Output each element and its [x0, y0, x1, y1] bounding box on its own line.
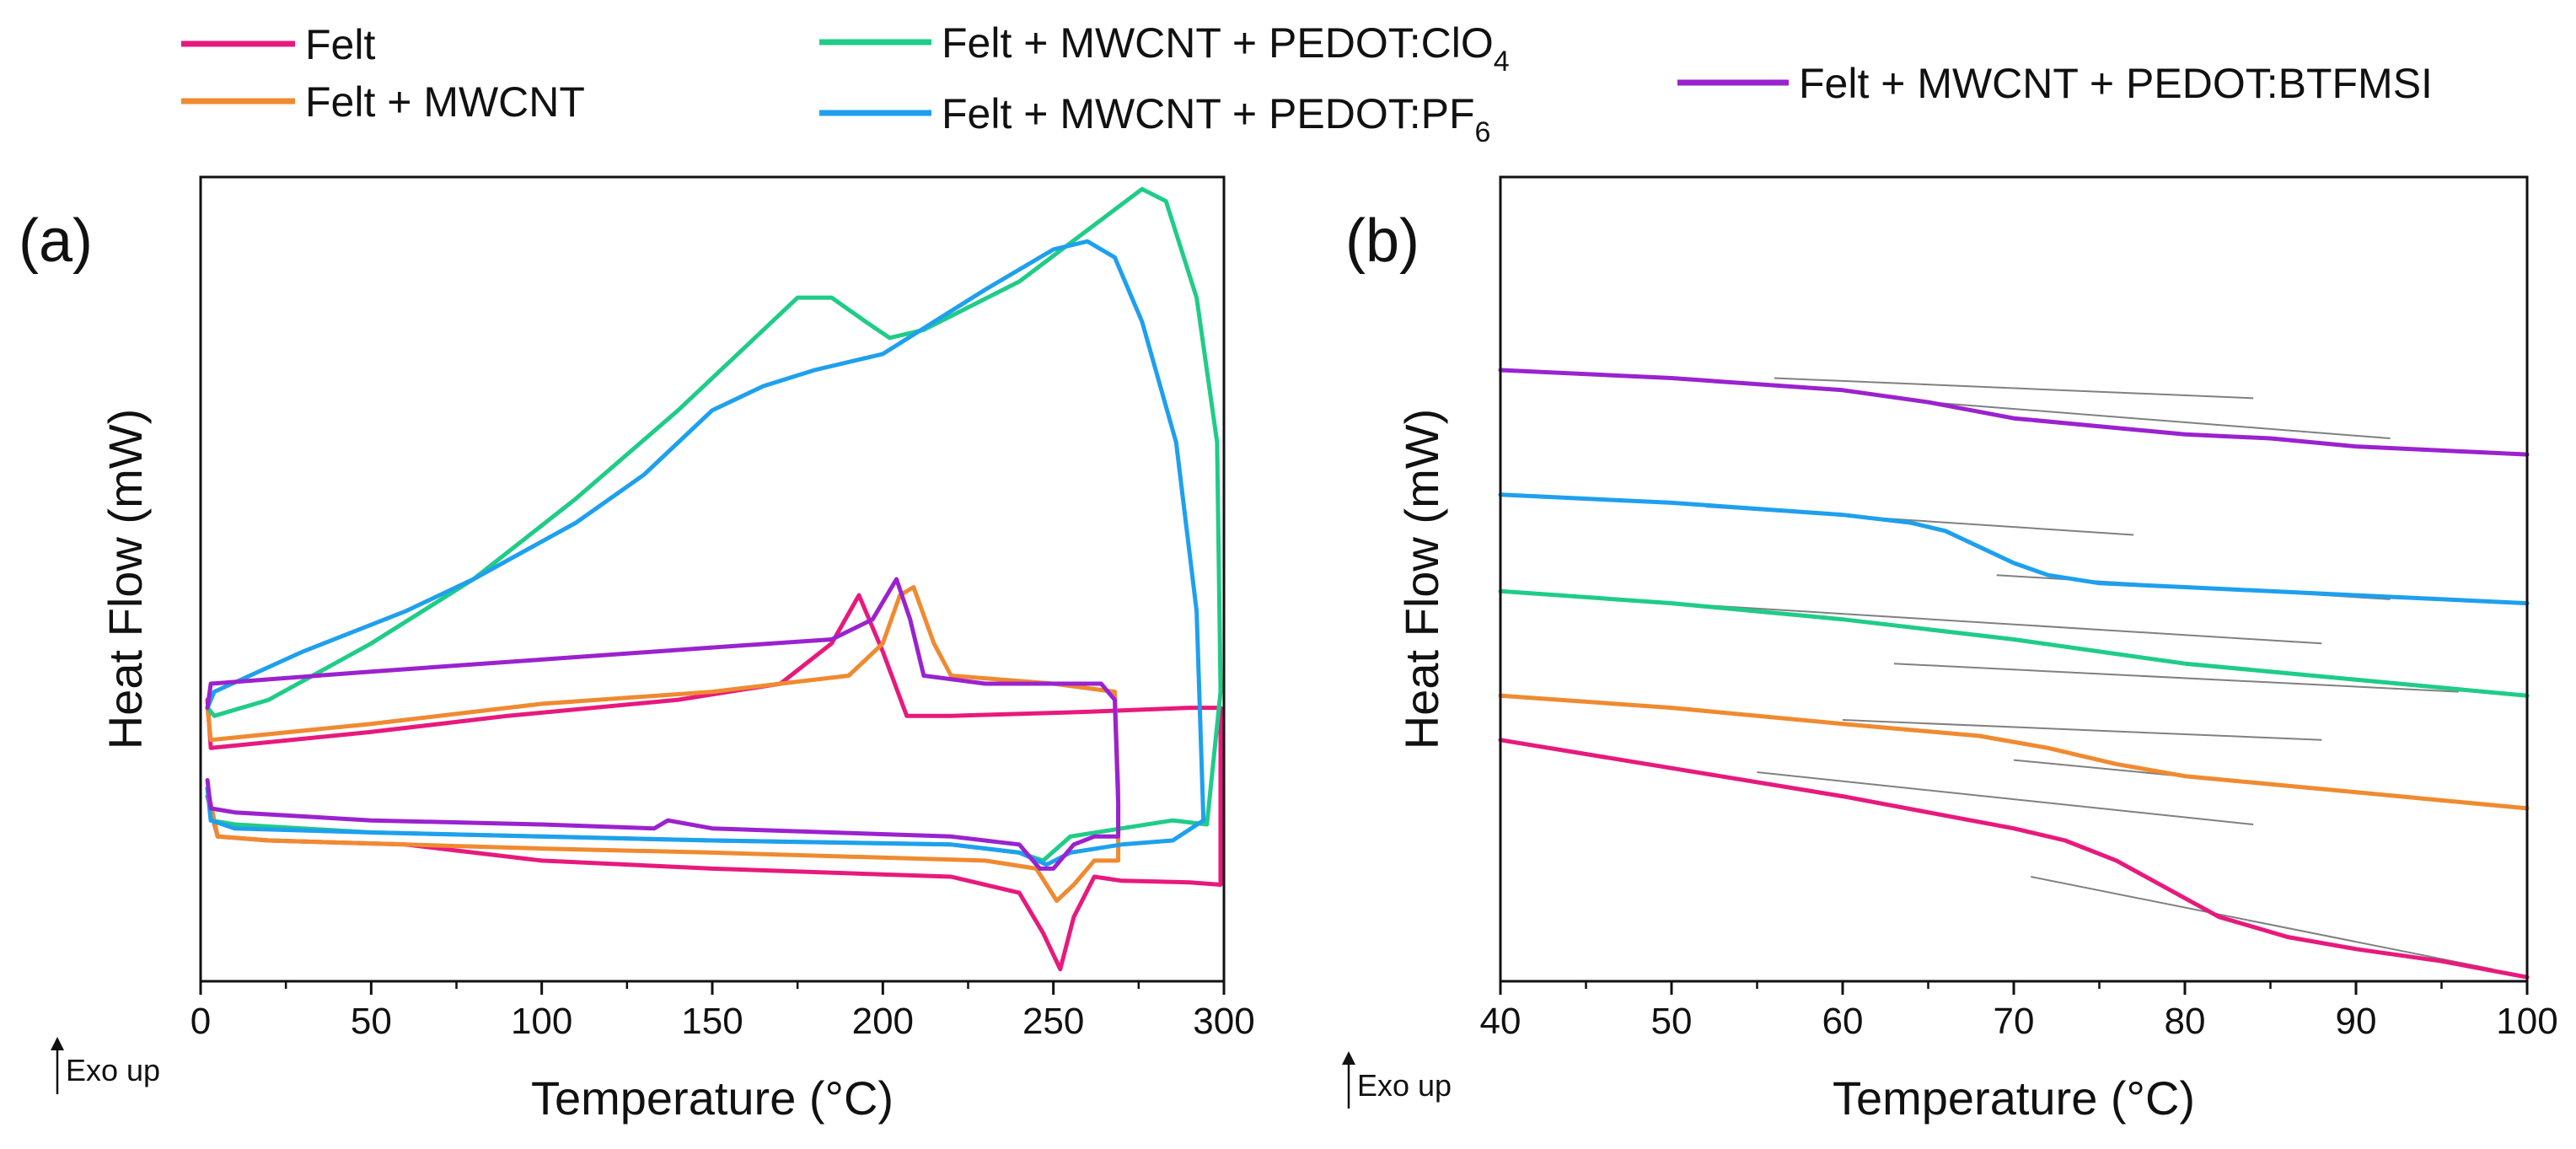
panel-b-x-tick-label-90: 90 — [2336, 1001, 2377, 1042]
panel-b-tangent-felt-mwcnt-2 — [1842, 719, 2322, 741]
panel-b-tangent-felt-mwcnt-pedot-btfmsi-9 — [1928, 401, 2391, 439]
panel-b-x-tick-label-100: 100 — [2496, 1001, 2557, 1042]
panel-b-frame — [1499, 175, 2529, 983]
panel-b-x-ticks: 40 50 60 70 80 90 100 — [1480, 981, 2558, 1042]
panel-b-tangent-lines — [1671, 377, 2493, 970]
panel-a-x-tick-label-0: 0 — [191, 1001, 211, 1042]
panel-b-tangent-felt-1 — [2031, 876, 2493, 970]
panel-a-series — [205, 186, 1223, 972]
panel-a-frame — [199, 175, 1226, 983]
panel-a-x-tick-label-250: 250 — [1022, 1001, 1084, 1042]
panel-a-y-axis-title: Heat Flow (mW) — [99, 409, 152, 749]
panel-b-exo-up: Exo up — [1342, 1051, 1452, 1109]
panel-a-exo-label: Exo up — [66, 1053, 160, 1087]
panel-a-x-tick-label-200: 200 — [852, 1001, 914, 1042]
panel-a: (a) 0 50 100 150 200 250 300 Temperature (°C) … — [19, 175, 1255, 1125]
legend: Felt Felt + MWCNT Felt + MWCNT + PEDOT:C… — [181, 19, 2433, 148]
panel-b-x-axis-title: Temperature (°C) — [1833, 1071, 2195, 1125]
panel-b-series-felt-mwcnt-pedot-btfmsi — [1498, 368, 2530, 457]
panel-b-exo-label: Exo up — [1357, 1068, 1452, 1103]
panel-a-series-felt-mwcnt-pedot-clo4 — [205, 186, 1223, 863]
panel-b-series-felt — [1498, 738, 2530, 980]
panel-a-x-tick-label-300: 300 — [1193, 1001, 1254, 1042]
panel-a-x-ticks: 0 50 100 150 200 250 300 — [191, 981, 1255, 1042]
panel-a-series-felt-mwcnt-pedot-btfmsi — [205, 577, 1121, 871]
panel-b-series — [1498, 368, 2530, 980]
panel-b-x-tick-label-40: 40 — [1480, 1001, 1521, 1042]
panel-b-tangent-felt-mwcnt-pedot-clo4-5 — [1893, 663, 2459, 693]
exo-up-arrowhead-icon — [1342, 1051, 1355, 1065]
panel-b-x-tick-label-50: 50 — [1651, 1001, 1693, 1042]
panel-a-x-axis-title: Temperature (°C) — [531, 1071, 894, 1125]
panel-b-label: (b) — [1345, 207, 1419, 275]
panel-b: (b) 40 50 60 70 80 90 100 Temperature (°C) Hea… — [1342, 175, 2558, 1125]
exo-up-arrowhead-icon — [51, 1037, 64, 1050]
panel-b-x-tick-label-70: 70 — [1994, 1001, 2035, 1042]
legend-label-btfmsi: Felt + MWCNT + PEDOT:BTFMSI — [1799, 60, 2433, 107]
legend-label-felt: Felt — [305, 21, 375, 68]
panel-a-x-tick-label-100: 100 — [511, 1001, 572, 1042]
panel-b-tangent-felt-mwcnt-pedot-btfmsi-8 — [1774, 377, 2254, 400]
panel-b-y-axis-title: Heat Flow (mW) — [1395, 409, 1448, 749]
panel-b-series-felt-mwcnt — [1498, 693, 2530, 811]
panel-b-x-tick-label-60: 60 — [1822, 1001, 1864, 1042]
legend-label-pf6: Felt + MWCNT + PEDOT:PF6 — [942, 90, 1490, 148]
legend-label-mwcnt: Felt + MWCNT — [305, 78, 585, 126]
legend-entry-mwcnt: Felt + MWCNT — [181, 78, 585, 126]
legend-entry-clo4: Felt + MWCNT + PEDOT:ClO4 — [819, 19, 1510, 78]
panel-b-tangent-felt-0 — [1757, 771, 2254, 825]
legend-entry-pf6: Felt + MWCNT + PEDOT:PF6 — [819, 90, 1490, 148]
panel-a-series-felt-mwcnt-pedot-pf6 — [205, 239, 1206, 867]
legend-label-clo4: Felt + MWCNT + PEDOT:ClO4 — [942, 19, 1510, 78]
panel-b-x-tick-label-80: 80 — [2165, 1001, 2206, 1042]
legend-entry-btfmsi: Felt + MWCNT + PEDOT:BTFMSI — [1677, 60, 2433, 107]
panel-b-tangent-felt-mwcnt-pedot-clo4-4 — [1671, 602, 2322, 645]
panel-b-series-felt-mwcnt-pedot-clo4 — [1498, 588, 2530, 698]
panel-a-label: (a) — [19, 207, 93, 275]
panel-a-x-tick-label-150: 150 — [681, 1001, 743, 1042]
legend-entry-felt: Felt — [181, 21, 375, 68]
panel-b-series-felt-mwcnt-pedot-pf6 — [1498, 492, 2530, 606]
panel-a-x-tick-label-50: 50 — [351, 1001, 392, 1042]
panel-a-exo-up: Exo up — [51, 1037, 160, 1094]
